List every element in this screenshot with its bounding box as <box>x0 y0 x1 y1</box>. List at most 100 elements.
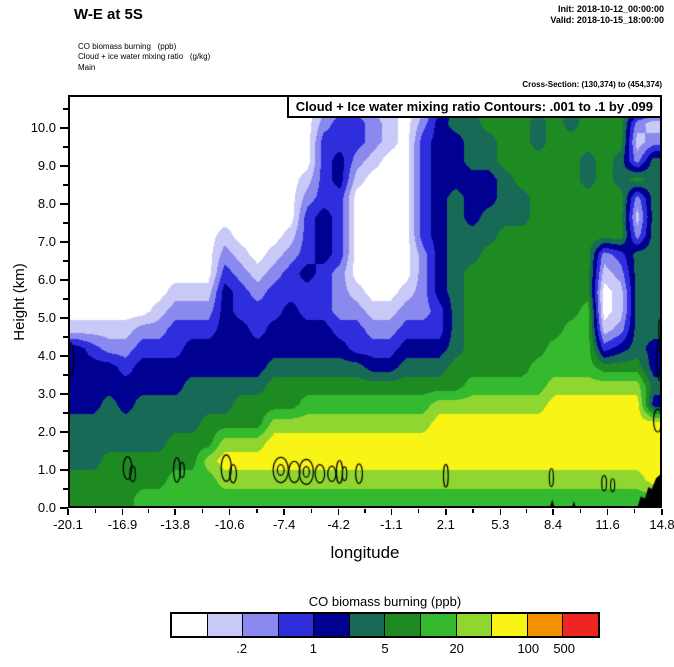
x-tick-label: 14.8 <box>649 517 674 532</box>
x-tick <box>174 509 176 515</box>
x-minor-tick <box>201 509 204 513</box>
colorbar-cell <box>527 614 564 636</box>
colorbar-cell <box>172 614 208 636</box>
colorbar-tick-label: 100 <box>517 641 540 656</box>
y-tick-label: 0.0 <box>37 500 56 515</box>
x-minor-tick <box>256 509 258 513</box>
x-minor-tick <box>418 509 420 513</box>
colorbar-tick-label: 5 <box>381 641 389 656</box>
colorbar-cell <box>492 614 528 636</box>
y-minor-tick <box>63 412 68 414</box>
y-tick-label: 3.0 <box>37 386 56 401</box>
x-tick <box>283 509 285 515</box>
x-tick <box>661 509 663 515</box>
init-timestamp: Init: 2018-10-12_00:00:00 <box>557 4 664 14</box>
x-tick <box>337 509 340 515</box>
x-tick <box>67 509 69 515</box>
x-tick-label: 2.1 <box>436 517 455 532</box>
colorbar-cell <box>385 614 422 636</box>
y-tick <box>60 165 68 167</box>
x-tick-label: -16.9 <box>107 517 138 532</box>
colorbar-cell <box>349 614 386 636</box>
y-tick <box>60 317 68 319</box>
page-title: W-E at 5S <box>74 6 143 23</box>
y-tick <box>60 469 68 471</box>
colorbar-title: CO biomass burning (ppb) <box>308 594 462 609</box>
x-tick-label: -4.2 <box>327 517 350 532</box>
x-tick-label: -20.1 <box>53 517 83 532</box>
colorbar-cell <box>456 614 493 636</box>
y-tick <box>60 393 68 395</box>
colorbar-tick-label: 1 <box>309 641 317 656</box>
colorbar-cell <box>314 614 350 636</box>
x-tick <box>121 509 124 515</box>
y-tick <box>60 203 68 205</box>
plot-area: Cloud + Ice water mixing ratio Contours:… <box>68 95 662 508</box>
field-label-secondary: Cloud + ice water mixing ratio (g/kg) <box>78 52 211 62</box>
y-tick <box>60 355 68 357</box>
y-tick-label: 5.0 <box>37 310 56 325</box>
x-tick-label: 11.6 <box>595 517 620 532</box>
colorbar-cell <box>563 614 598 636</box>
y-tick-label: 7.0 <box>37 234 56 249</box>
y-minor-tick <box>63 336 68 338</box>
x-tick-label: 5.3 <box>491 517 510 532</box>
y-minor-tick <box>63 450 68 452</box>
colorbar-tick-label: 20 <box>449 641 464 656</box>
contour-annotation: Cloud + Ice water mixing ratio Contours:… <box>286 95 662 118</box>
y-tick-label: 9.0 <box>37 158 56 173</box>
x-tick-label: -10.6 <box>214 517 245 532</box>
cross-section-coords: Cross-Section: (130,374) to (454,374) <box>522 80 662 89</box>
y-tick-label: 6.0 <box>37 272 56 287</box>
colorbar-tick-label: 500 <box>553 641 576 656</box>
y-minor-tick <box>63 488 68 490</box>
y-minor-tick <box>63 260 68 262</box>
colorbar-cell <box>278 614 315 636</box>
x-tick <box>552 509 554 515</box>
x-minor-tick <box>526 509 528 513</box>
x-minor-tick <box>634 509 636 513</box>
y-tick <box>60 431 68 433</box>
x-tick <box>499 509 502 515</box>
y-minor-tick <box>63 184 68 186</box>
y-minor-tick <box>63 374 68 376</box>
colorbar-tick-label: .2 <box>236 641 248 656</box>
timestamp-block: Init: 2018-10-12_00:00:00 Valid: 2018-10… <box>550 4 664 27</box>
x-tick-label: 8.4 <box>544 517 563 532</box>
x-tick <box>606 509 609 515</box>
y-tick-label: 4.0 <box>37 348 56 363</box>
y-tick <box>60 279 68 281</box>
x-tick-label: -7.4 <box>272 517 296 532</box>
y-tick <box>60 127 68 129</box>
y-minor-tick <box>63 298 68 300</box>
valid-timestamp: Valid: 2018-10-15_18:00:00 <box>550 15 664 26</box>
x-minor-tick <box>472 509 474 513</box>
y-tick-label: 2.0 <box>37 424 56 439</box>
y-tick-label: 10.0 <box>30 120 56 135</box>
colorbar-cell <box>243 614 279 636</box>
run-label: Main <box>78 62 96 72</box>
x-minor-tick <box>94 509 96 513</box>
x-minor-tick <box>579 509 581 513</box>
x-tick-label: -1.1 <box>380 517 403 532</box>
contour-field-canvas <box>68 95 662 508</box>
y-minor-tick <box>63 222 68 224</box>
y-minor-tick <box>63 146 68 148</box>
colorbar <box>170 612 600 638</box>
y-tick-label: 8.0 <box>37 196 56 211</box>
x-axis-label: longitude <box>330 543 400 562</box>
y-tick-label: 1.0 <box>37 462 56 477</box>
x-minor-tick <box>148 509 150 513</box>
x-tick <box>390 509 393 515</box>
x-minor-tick <box>310 509 312 513</box>
x-tick-label: -13.8 <box>160 517 191 532</box>
x-tick <box>228 509 231 515</box>
x-tick <box>445 509 447 515</box>
colorbar-cell <box>421 614 457 636</box>
y-minor-tick <box>63 108 68 110</box>
y-tick <box>60 507 68 509</box>
field-label-primary: CO biomass burning (ppb) <box>78 42 177 51</box>
x-minor-tick <box>364 509 366 513</box>
field-labels: CO biomass burning (ppb) Cloud + ice wat… <box>78 42 210 73</box>
